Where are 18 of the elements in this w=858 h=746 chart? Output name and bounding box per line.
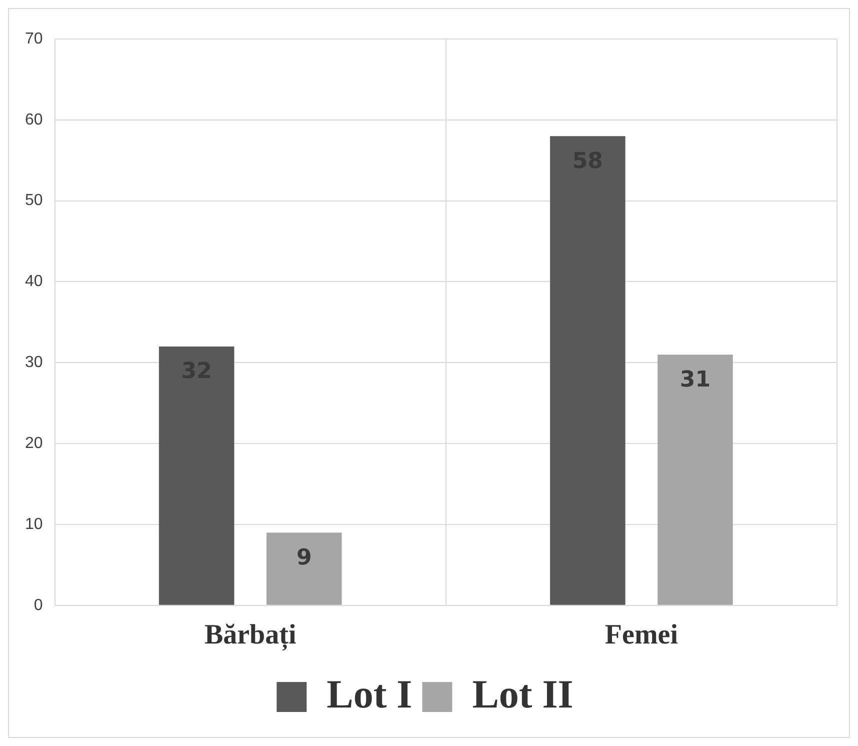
y-tick-label: 40 — [25, 273, 43, 290]
bar — [550, 136, 626, 605]
y-tick-label: 20 — [25, 434, 43, 452]
data-label: 31 — [680, 367, 711, 392]
y-tick-label: 30 — [25, 354, 43, 372]
y-tick-label: 0 — [34, 596, 43, 614]
bar — [266, 532, 342, 605]
x-tick-label: Bărbați — [204, 619, 296, 652]
y-tick-label: 70 — [25, 30, 43, 48]
legend-label: Lot II — [472, 671, 574, 716]
legend-label: Lot I — [326, 671, 412, 716]
y-tick-label: 10 — [25, 516, 43, 533]
y-tick-label: 50 — [25, 192, 43, 210]
y-tick-label: 60 — [25, 111, 43, 128]
data-label: 9 — [296, 545, 312, 570]
bar — [158, 346, 234, 605]
bar — [658, 354, 733, 605]
x-tick-label: Femei — [604, 619, 678, 650]
